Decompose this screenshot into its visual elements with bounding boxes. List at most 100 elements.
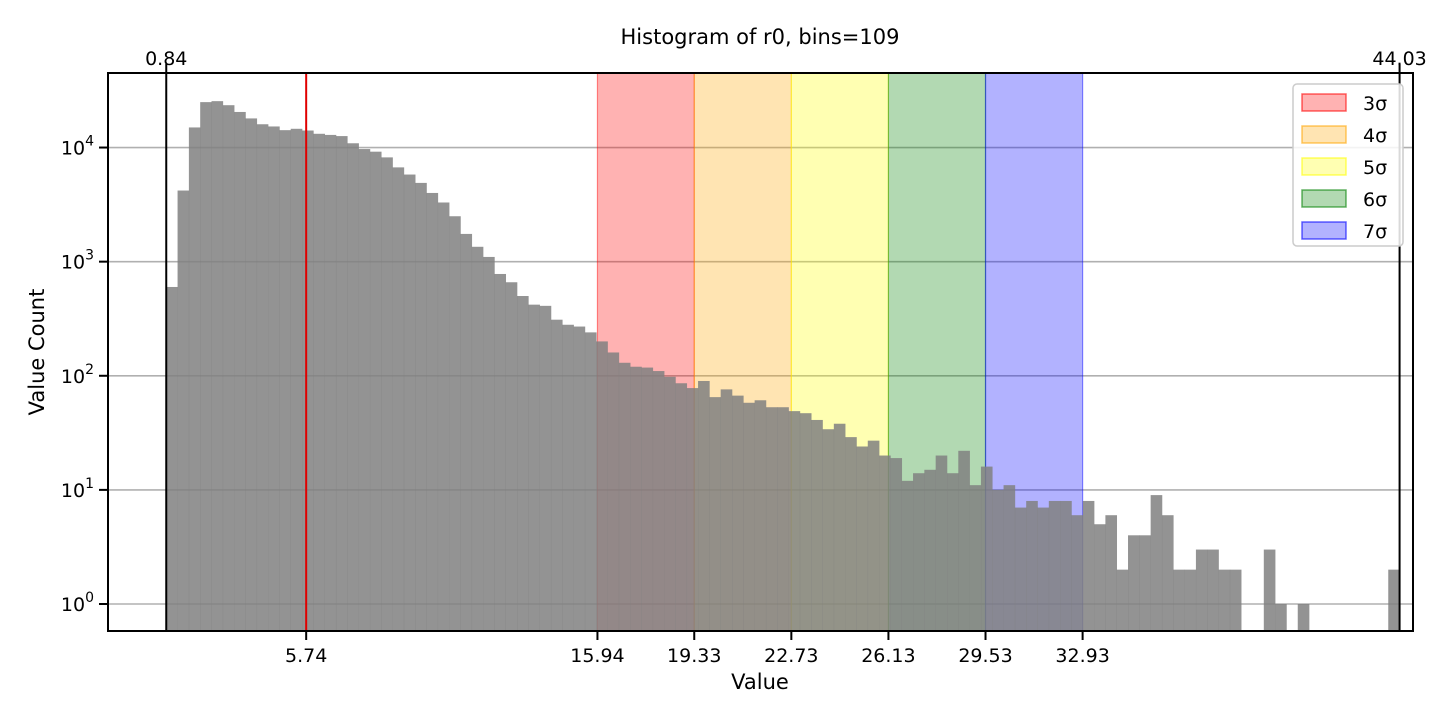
histogram-bar xyxy=(890,458,903,631)
histogram-bar xyxy=(177,190,190,631)
histogram-bar xyxy=(652,371,665,631)
histogram-bar xyxy=(1014,507,1027,631)
histogram-bar xyxy=(256,124,269,631)
y-tick-label: 104 xyxy=(61,134,94,160)
histogram-bar xyxy=(222,105,235,631)
histogram-bar xyxy=(483,256,495,631)
histogram-bar xyxy=(913,473,925,631)
histogram-bar xyxy=(980,466,993,631)
histogram-bar xyxy=(584,332,597,631)
histogram-bar xyxy=(1195,549,1208,631)
x-tick-label: 5.74 xyxy=(285,645,327,667)
histogram-bar xyxy=(698,380,710,631)
histogram-bar xyxy=(901,480,914,631)
histogram-bar xyxy=(935,455,948,631)
histogram-bar xyxy=(166,286,178,631)
histogram-bar xyxy=(1037,507,1050,631)
x-tick-label: 19.33 xyxy=(667,645,721,667)
histogram-bar xyxy=(833,423,846,631)
histogram-bar xyxy=(313,133,325,632)
histogram-bar xyxy=(1297,604,1310,631)
histogram-bar xyxy=(675,383,688,631)
histogram-bar xyxy=(845,437,857,631)
histogram-bar xyxy=(686,388,699,631)
histogram-bar xyxy=(1173,569,1185,631)
histogram-bar xyxy=(562,324,574,631)
top-tick-label: 0.84 xyxy=(145,48,187,70)
histogram-bar xyxy=(754,400,767,631)
histogram-bar xyxy=(867,440,880,631)
y-tick-exponent: 3 xyxy=(85,248,94,264)
x-axis-label: Value xyxy=(731,670,789,694)
y-tick-label: 102 xyxy=(61,362,94,388)
legend-label: 5σ xyxy=(1363,157,1387,179)
legend-swatch xyxy=(1301,93,1347,112)
histogram-bar xyxy=(550,319,563,631)
top-tick-label: 44.03 xyxy=(1372,48,1426,70)
histogram-bar xyxy=(449,216,461,631)
y-tick-label: 103 xyxy=(61,248,94,274)
legend-label: 7σ xyxy=(1363,221,1387,243)
histogram-bar xyxy=(596,341,608,631)
histogram-bar xyxy=(302,130,314,632)
legend: 3σ 4σ 5σ 6σ 7σ xyxy=(1292,83,1404,247)
y-tick-label: 101 xyxy=(61,476,94,502)
histogram-bar xyxy=(641,367,654,631)
histogram-bar xyxy=(1071,515,1084,631)
histogram-bar xyxy=(392,167,405,631)
histogram-bar xyxy=(856,446,869,631)
histogram-bar xyxy=(1105,515,1118,631)
histogram-bar xyxy=(799,413,812,631)
histogram-bar xyxy=(539,305,552,631)
legend-swatch xyxy=(1301,189,1347,208)
histogram-bar xyxy=(1116,569,1129,631)
chart-title: Histogram of r0, bins=109 xyxy=(621,25,900,49)
legend-swatch xyxy=(1301,125,1347,144)
x-tick-label: 22.73 xyxy=(764,645,818,667)
histogram-bar xyxy=(494,273,507,631)
histogram-bar xyxy=(1150,495,1163,631)
histogram-bar xyxy=(1048,500,1061,631)
histogram-bar xyxy=(460,233,473,631)
histogram-bar xyxy=(811,419,823,631)
plot-frame xyxy=(107,72,1414,632)
histogram-bar xyxy=(200,102,212,631)
histogram-bar xyxy=(234,111,246,632)
legend-swatch xyxy=(1301,157,1347,176)
histogram-bar xyxy=(958,450,970,631)
histogram-bar xyxy=(1207,549,1219,631)
histogram-bar xyxy=(437,202,450,632)
x-tick-label: 15.94 xyxy=(570,645,624,667)
histogram-bar xyxy=(1026,500,1038,631)
histogram-bars xyxy=(166,101,1400,632)
histogram-bar xyxy=(1161,515,1174,631)
histogram-bar xyxy=(618,362,631,631)
histogram-bar xyxy=(1275,604,1287,631)
histogram-bar xyxy=(528,304,540,631)
histogram-bar xyxy=(765,407,778,631)
legend-label: 6σ xyxy=(1363,189,1387,211)
histogram-bar xyxy=(1139,535,1151,631)
histogram-bar xyxy=(245,118,258,631)
histogram-bar xyxy=(1060,500,1072,631)
x-axis-ticks: 5.74 15.94 19.33 22.73 26.13 29.53 32.93 xyxy=(285,631,1110,667)
top-edge-labels: 0.84 44.03 xyxy=(145,48,1427,73)
x-tick-label: 32.93 xyxy=(1055,645,1109,667)
histogram-bar xyxy=(1184,569,1197,631)
histogram-bar xyxy=(1094,524,1106,631)
histogram-bar xyxy=(268,126,280,631)
histogram-bar xyxy=(290,128,303,631)
histogram-bar xyxy=(517,296,529,631)
histogram-bar xyxy=(664,376,676,631)
histogram-bar xyxy=(279,130,292,631)
histogram-bar xyxy=(1388,569,1400,631)
histogram-bar xyxy=(777,407,789,631)
histogram-bar xyxy=(188,127,201,632)
histogram-bar xyxy=(969,485,982,631)
histogram-bar xyxy=(607,352,620,631)
histogram-bar xyxy=(720,389,733,631)
histogram-bar xyxy=(731,395,744,631)
histogram-bar xyxy=(1082,500,1095,631)
